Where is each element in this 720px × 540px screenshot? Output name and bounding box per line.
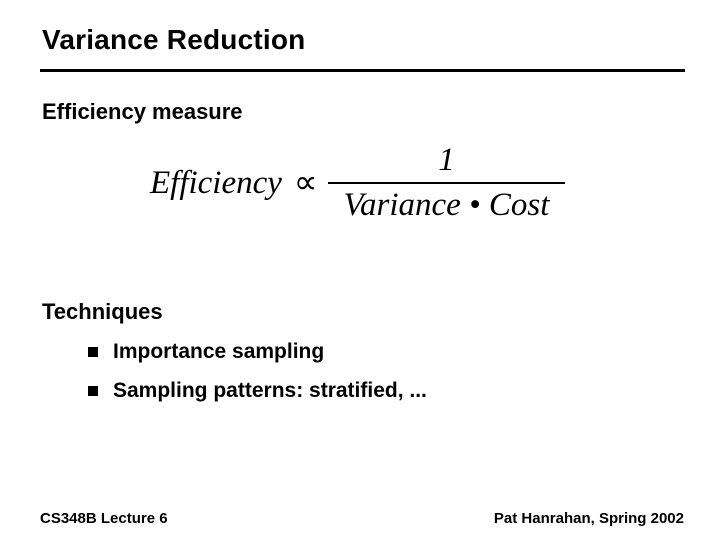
- fraction-numerator: 1: [438, 142, 455, 178]
- bullet-text: Importance sampling: [113, 340, 325, 363]
- formula-lhs: Efficiency: [150, 164, 282, 201]
- list-item: Importance sampling: [88, 340, 427, 364]
- square-bullet-icon: [88, 347, 98, 357]
- techniques-heading: Techniques: [42, 299, 163, 324]
- footer-author-label: Pat Hanrahan, Spring 2002: [493, 510, 684, 527]
- slide-title: Variance Reduction: [42, 24, 306, 55]
- proportional-to-symbol: ∝: [293, 164, 318, 201]
- square-bullet-icon: [88, 386, 98, 396]
- formula-fraction: 1 Variance • Cost: [327, 142, 566, 224]
- efficiency-measure-heading: Efficiency measure: [42, 99, 243, 124]
- title-underline-rule: [40, 69, 685, 72]
- list-item: Sampling patterns: stratified, ...: [88, 379, 427, 403]
- techniques-bullet-list: Importance sampling Sampling patterns: s…: [88, 340, 427, 418]
- bullet-text: Sampling patterns: stratified, ...: [113, 379, 427, 402]
- footer-course-label: CS348B Lecture 6: [40, 510, 168, 527]
- fraction-denominator: Variance • Cost: [327, 182, 566, 223]
- efficiency-formula: Efficiency ∝ 1 Variance • Cost: [150, 142, 566, 224]
